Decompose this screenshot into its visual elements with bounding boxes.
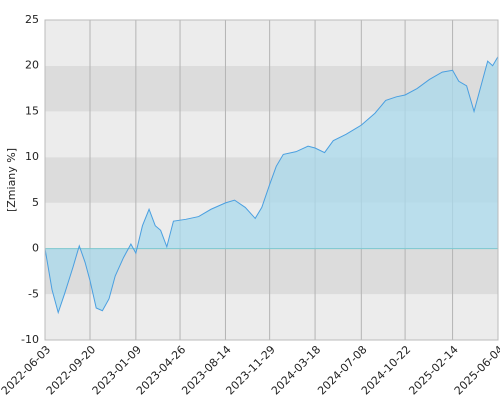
y-tick-label: 0 — [32, 242, 39, 255]
y-tick-label: 10 — [25, 150, 39, 163]
line — [44, 56, 499, 315]
y-axis-label: [Zmiany %] — [5, 148, 18, 212]
y-tick-label: 25 — [25, 13, 39, 26]
y-tick-label: 20 — [25, 59, 39, 72]
band — [45, 20, 498, 66]
y-tick-label: 5 — [32, 196, 39, 209]
plot-border — [44, 19, 499, 341]
y-tick-label: -10 — [21, 333, 39, 346]
band — [45, 294, 498, 340]
y-tick-label: -5 — [28, 287, 39, 300]
y-tick-label: 15 — [25, 104, 39, 117]
